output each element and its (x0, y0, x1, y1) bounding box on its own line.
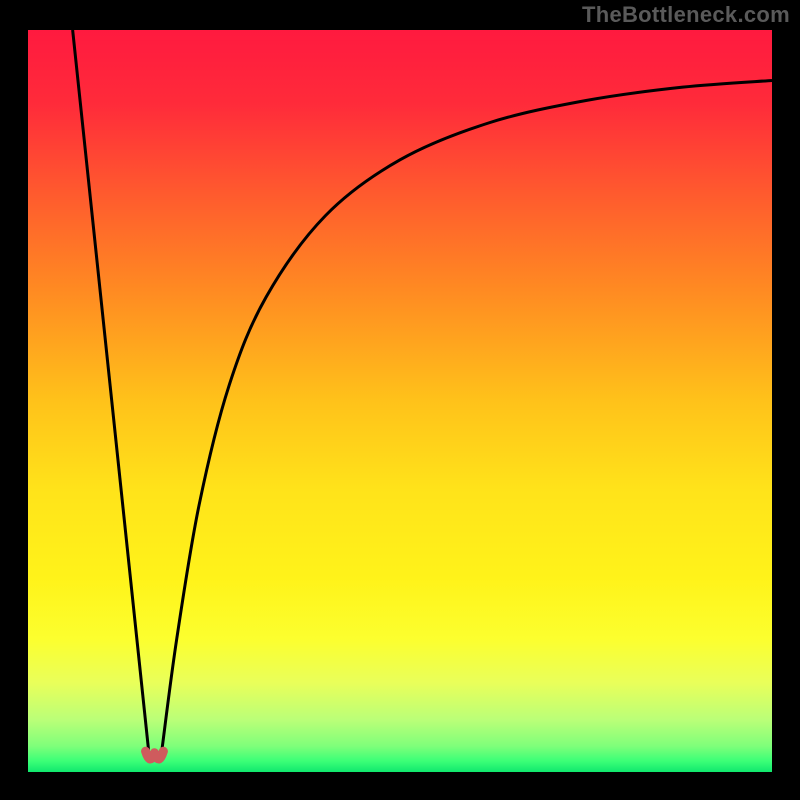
figure-canvas: TheBottleneck.com (0, 0, 800, 800)
valley-marker (146, 751, 164, 759)
plot-area (28, 30, 772, 772)
curve-left-limb (73, 30, 149, 750)
bottleneck-curve (28, 30, 772, 772)
curve-right-limb (162, 80, 772, 749)
attribution-label: TheBottleneck.com (582, 2, 790, 28)
